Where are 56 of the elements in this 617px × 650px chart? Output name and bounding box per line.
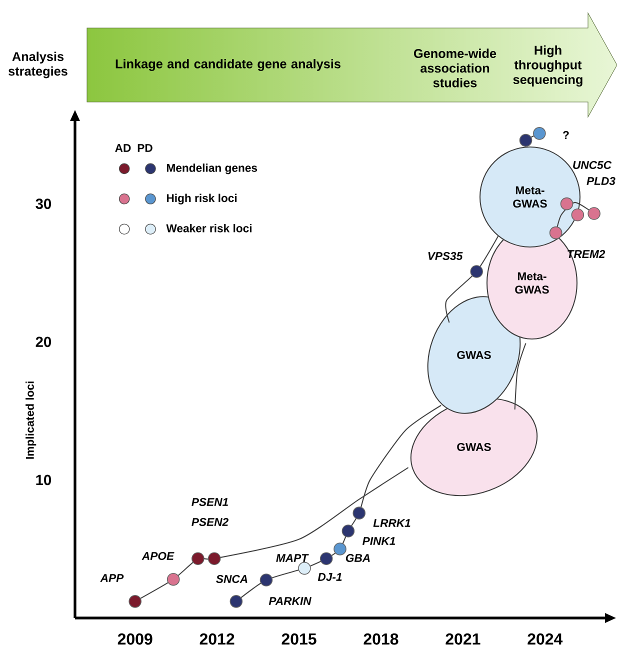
annotation: Meta-GWAS — [513, 186, 547, 208]
point — [260, 574, 273, 586]
point — [230, 595, 242, 608]
annotation: ? — [562, 131, 569, 139]
point — [342, 524, 354, 538]
point — [298, 562, 311, 575]
x-tick-label: 2012 — [200, 633, 234, 645]
annotation: PSEN2 — [192, 518, 228, 526]
annotation: GWAS — [457, 350, 491, 359]
point — [560, 197, 574, 210]
point — [166, 572, 180, 586]
text: Analysis strategies — [8, 52, 68, 78]
annotation: VPS35 — [428, 252, 463, 260]
text: High throughput sequencing — [513, 45, 582, 87]
x-tick-label: 2021 — [446, 633, 480, 645]
point — [571, 208, 584, 222]
x-tick-label: 2009 — [118, 633, 152, 645]
annotation: PLD3 — [586, 176, 616, 186]
annotation: PSEN1 — [192, 498, 228, 506]
annotation: GWAS — [457, 442, 491, 451]
y-tick-label: 30 — [36, 198, 51, 210]
point — [588, 207, 600, 220]
annotation: PARKIN — [268, 597, 312, 605]
point — [352, 506, 366, 520]
point — [549, 226, 562, 240]
annotation: GBA — [346, 554, 370, 562]
y-tick-label: 10 — [36, 474, 51, 486]
x-tick-label: 2024 — [528, 633, 562, 645]
y-tick-label: 20 — [36, 336, 51, 348]
x-tick-label: 2015 — [282, 633, 316, 645]
legend-label: High risk loci — [166, 194, 236, 204]
point — [320, 552, 333, 566]
y-axis-title: Implicated loci — [25, 382, 36, 459]
point — [532, 127, 546, 140]
x-tick-label: 2018 — [364, 633, 398, 645]
point — [519, 134, 532, 147]
annotation: AD — [114, 144, 131, 152]
annotation: APOE — [142, 552, 174, 560]
annotation: SNCA — [216, 574, 248, 583]
text: Linkage and candidate gene analysis — [116, 59, 340, 71]
annotation: PINK1 — [362, 537, 395, 545]
point — [470, 265, 483, 278]
annotation: UNC5C — [572, 160, 612, 170]
annotation: DJ-1 — [318, 573, 342, 581]
text: Genome-wide association studies — [414, 48, 496, 88]
annotation: Meta-GWAS — [515, 272, 549, 294]
legend-label: Weaker risk loci — [166, 224, 252, 232]
annotation: PD — [138, 144, 152, 152]
annotation: MAPT — [276, 554, 309, 562]
point — [208, 552, 221, 566]
point — [128, 595, 142, 608]
annotation: LRRK1 — [373, 519, 410, 527]
point — [191, 552, 204, 566]
annotation: APP — [100, 574, 124, 582]
legend-label: Mendelian genes — [166, 164, 257, 174]
point — [333, 542, 346, 556]
